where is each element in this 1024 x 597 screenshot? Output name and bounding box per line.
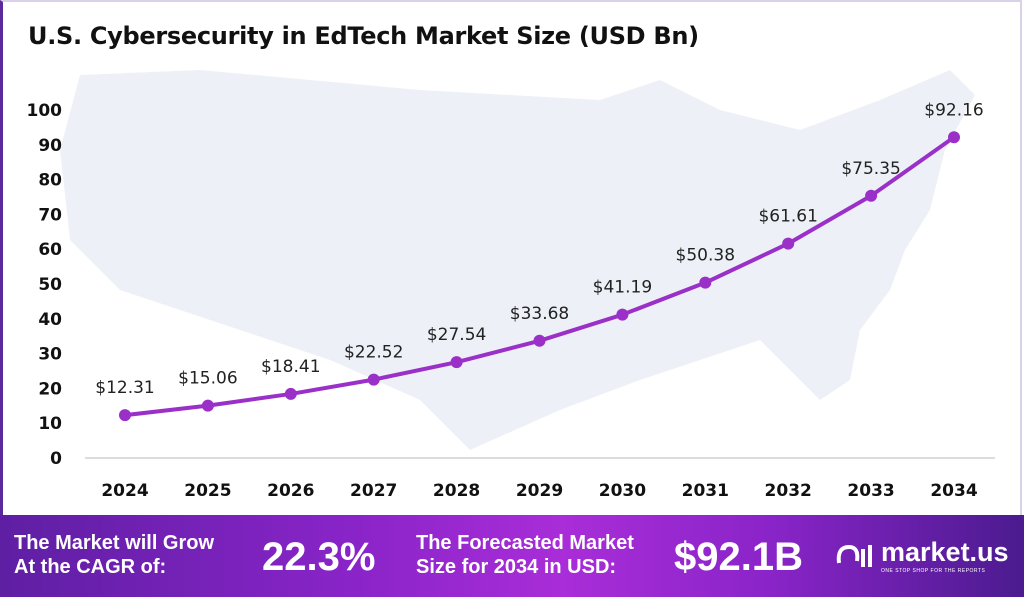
forecast-label-line2: Size for 2034 in USD: bbox=[416, 556, 617, 578]
y-tick-label: 0 bbox=[50, 449, 62, 469]
footer-banner: The Market will Grow At the CAGR of: 22.… bbox=[0, 515, 1024, 597]
data-label: $50.38 bbox=[676, 246, 735, 266]
data-point bbox=[782, 237, 795, 250]
y-tick-label: 60 bbox=[38, 240, 62, 260]
x-tick-label: 2029 bbox=[516, 481, 563, 501]
data-point bbox=[284, 387, 297, 400]
logo-icon bbox=[836, 544, 872, 567]
data-label: $22.52 bbox=[344, 343, 403, 363]
logo-name: market.us bbox=[881, 537, 1009, 567]
data-point bbox=[533, 334, 546, 347]
data-label: $92.16 bbox=[924, 100, 983, 120]
cagr-label: The Market will Grow At the CAGR of: bbox=[14, 531, 214, 579]
data-label: $18.41 bbox=[261, 357, 320, 377]
x-tick-label: 2031 bbox=[682, 481, 729, 501]
data-label: $12.31 bbox=[95, 378, 154, 398]
us-map-background bbox=[60, 70, 975, 450]
data-point bbox=[201, 399, 214, 412]
chart-frame bbox=[0, 0, 1022, 515]
data-point bbox=[450, 356, 463, 369]
y-tick-label: 50 bbox=[38, 275, 62, 295]
data-label: $75.35 bbox=[841, 159, 900, 179]
x-tick-label: 2030 bbox=[599, 481, 646, 501]
data-label: $15.06 bbox=[178, 369, 237, 389]
y-tick-label: 70 bbox=[38, 205, 62, 225]
x-tick-label: 2032 bbox=[765, 481, 812, 501]
cagr-label-line1: The Market will Grow bbox=[14, 532, 215, 554]
y-tick-label: 80 bbox=[38, 171, 62, 191]
forecast-label: The Forecasted Market Size for 2034 in U… bbox=[416, 531, 634, 579]
data-point bbox=[865, 189, 878, 202]
data-point bbox=[119, 409, 131, 422]
x-tick-label: 2034 bbox=[930, 481, 977, 501]
data-label: $27.54 bbox=[427, 325, 486, 345]
y-tick-label: 30 bbox=[38, 345, 62, 365]
x-tick-label: 2024 bbox=[101, 481, 148, 501]
y-tick-label: 40 bbox=[38, 310, 62, 330]
x-tick-label: 2026 bbox=[267, 481, 314, 501]
x-tick-label: 2025 bbox=[184, 481, 231, 501]
x-tick-label: 2028 bbox=[433, 481, 480, 501]
data-label: $33.68 bbox=[510, 304, 569, 324]
market-us-logo: market.us ONE STOP SHOP FOR THE REPORTS bbox=[835, 537, 1009, 574]
logo-tagline: ONE STOP SHOP FOR THE REPORTS bbox=[881, 568, 986, 574]
x-tick-label: 2027 bbox=[350, 481, 397, 501]
data-point bbox=[699, 276, 712, 289]
x-tick-label: 2033 bbox=[847, 481, 894, 501]
y-tick-label: 20 bbox=[38, 379, 62, 399]
y-tick-label: 100 bbox=[27, 101, 63, 121]
cagr-label-line2: At the CAGR of: bbox=[14, 556, 167, 578]
data-label: $61.61 bbox=[758, 207, 817, 227]
data-point bbox=[367, 373, 380, 386]
forecast-value: $92.1B bbox=[674, 535, 803, 579]
data-label: $41.19 bbox=[593, 278, 652, 298]
data-point bbox=[616, 308, 629, 321]
cagr-value: 22.3% bbox=[262, 535, 376, 579]
chart-title: U.S. Cybersecurity in EdTech Market Size… bbox=[28, 22, 699, 50]
forecast-label-line1: The Forecasted Market bbox=[416, 532, 634, 554]
y-tick-label: 90 bbox=[38, 136, 62, 156]
data-point bbox=[948, 131, 960, 144]
y-tick-label: 10 bbox=[38, 414, 62, 434]
